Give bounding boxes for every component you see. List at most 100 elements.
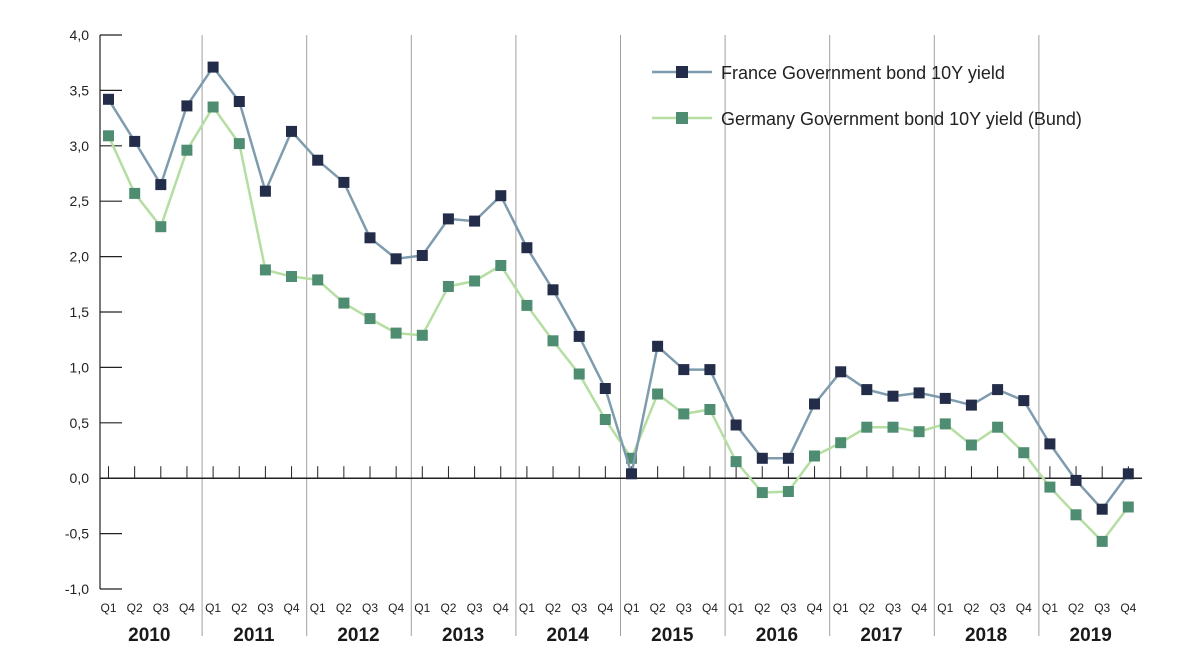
- y-tick-label: -1,0: [65, 581, 89, 597]
- axis-labels: 4,0 3,5 3,0 2,5 2,0 1,5 1,0 0,5 0,0 -0,5 -1,0 Q1 Q2 Q…: [65, 27, 1137, 646]
- data-point-france-17: [547, 284, 559, 296]
- legend-item-germany: Germany Government bond 10Y yield (Bund): [652, 109, 1082, 129]
- data-point-germany-37: [1070, 509, 1082, 521]
- data-point-france-10: [364, 232, 376, 244]
- data-point-france-18: [573, 330, 585, 342]
- quarter-label: Q4: [1016, 601, 1032, 615]
- data-point-france-23: [704, 364, 716, 376]
- data-point-germany-32: [939, 418, 951, 430]
- quarter-label: Q1: [414, 601, 430, 615]
- legend-label-france: France Government bond 10Y yield: [721, 63, 1005, 83]
- data-point-france-36: [1044, 438, 1056, 450]
- y-tick-label: 0,0: [70, 470, 90, 486]
- data-point-france-0: [103, 93, 114, 105]
- y-tick-label: 2,5: [70, 193, 90, 209]
- data-point-france-37: [1070, 474, 1082, 486]
- year-label-2010: 2010: [128, 625, 170, 646]
- data-point-germany-18: [573, 368, 585, 380]
- data-point-germany-15: [495, 260, 507, 271]
- y-tick-label: 3,0: [70, 138, 90, 154]
- quarter-label: Q2: [336, 601, 352, 615]
- year-label-2011: 2011: [233, 625, 275, 646]
- data-point-france-22: [678, 364, 690, 376]
- year-label-2017: 2017: [860, 625, 902, 646]
- year-label-2012: 2012: [337, 625, 379, 646]
- data-point-germany-5: [233, 138, 245, 150]
- quarter-label: Q1: [519, 601, 535, 615]
- data-point-germany-13: [442, 281, 454, 292]
- data-point-france-5: [233, 96, 245, 107]
- quarter-label: Q1: [100, 601, 116, 615]
- y-tick-label: 4,0: [70, 27, 90, 43]
- data-point-germany-8: [312, 274, 324, 286]
- quarter-label: Q1: [623, 601, 639, 615]
- quarter-label: Q3: [153, 601, 169, 615]
- data-point-france-29: [861, 384, 873, 396]
- data-point-france-39: [1122, 468, 1134, 480]
- quarter-label: Q1: [833, 601, 849, 615]
- y-tick-label: 1,0: [70, 359, 90, 375]
- quarter-label: Q4: [702, 601, 718, 615]
- data-point-france-7: [286, 125, 297, 137]
- data-point-france-19: [599, 383, 611, 394]
- data-point-germany-25: [756, 487, 768, 499]
- data-point-france-32: [939, 392, 951, 404]
- data-point-france-26: [782, 452, 794, 464]
- quarter-label: Q3: [1094, 601, 1110, 615]
- data-point-france-35: [1018, 395, 1030, 407]
- year-label-2014: 2014: [547, 625, 590, 646]
- year-label-2016: 2016: [756, 625, 798, 646]
- data-point-germany-21: [652, 388, 664, 400]
- data-point-germany-23: [704, 404, 716, 415]
- data-point-germany-38: [1096, 535, 1108, 547]
- data-point-germany-7: [286, 271, 297, 282]
- legend-label-germany: Germany Government bond 10Y yield (Bund): [721, 109, 1082, 129]
- y-tick-label: 3,5: [70, 82, 90, 98]
- data-point-germany-36: [1044, 481, 1056, 493]
- data-point-germany-14: [469, 275, 481, 287]
- data-point-germany-35: [1018, 447, 1030, 459]
- data-point-germany-27: [809, 450, 820, 462]
- data-point-germany-20: [626, 452, 637, 464]
- data-point-germany-29: [861, 421, 873, 433]
- data-point-france-6: [259, 185, 271, 197]
- data-point-germany-24: [730, 456, 742, 468]
- quarter-label: Q4: [807, 601, 823, 615]
- data-point-france-25: [756, 452, 768, 464]
- quarter-label: Q4: [493, 601, 509, 615]
- series-line-france: [107, 65, 1130, 511]
- axes: [99, 34, 1142, 590]
- legend-marker-germany: [676, 112, 688, 124]
- data-point-germany-30: [887, 421, 899, 433]
- data-point-france-28: [835, 366, 847, 378]
- data-point-france-15: [495, 190, 507, 202]
- quarter-label: Q2: [1068, 601, 1084, 615]
- data-point-germany-10: [364, 313, 376, 325]
- y-tick-label: 2,0: [70, 249, 90, 265]
- data-point-france-8: [312, 154, 324, 166]
- data-point-germany-0: [103, 130, 114, 142]
- year-separator-grid: [201, 35, 1040, 636]
- y-tick-label: 0,5: [70, 415, 90, 431]
- quarter-label: Q4: [388, 601, 404, 615]
- data-point-germany-31: [913, 426, 925, 438]
- quarter-label: Q4: [911, 601, 927, 615]
- quarter-label: Q1: [205, 601, 221, 615]
- data-point-france-13: [442, 213, 454, 225]
- quarter-label: Q3: [571, 601, 587, 615]
- legend-marker-france: [676, 66, 688, 78]
- data-point-france-20: [626, 468, 637, 480]
- quarter-label: Q2: [545, 601, 561, 615]
- quarter-label: Q3: [257, 601, 273, 615]
- data-point-germany-22: [678, 408, 690, 420]
- data-point-germany-16: [521, 299, 533, 311]
- legend: France Government bond 10Y yield Germany…: [652, 63, 1082, 129]
- data-point-germany-9: [338, 297, 350, 309]
- year-label-2018: 2018: [965, 625, 1007, 646]
- quarter-label: Q4: [284, 601, 300, 615]
- data-point-germany-6: [259, 264, 271, 276]
- quarter-label: Q3: [885, 601, 901, 615]
- data-point-germany-19: [599, 414, 611, 425]
- data-point-germany-3: [181, 144, 193, 156]
